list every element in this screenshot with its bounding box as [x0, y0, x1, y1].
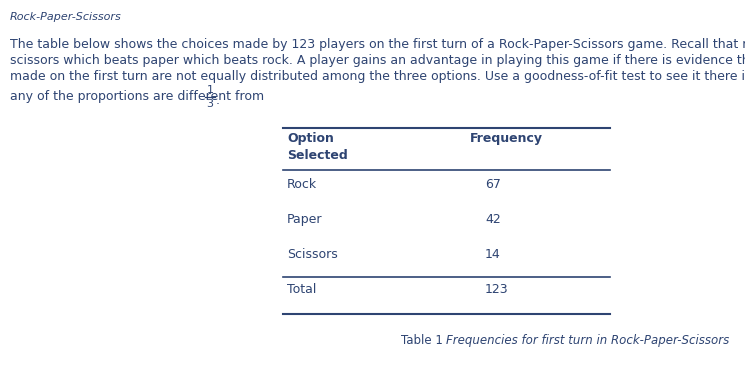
Text: Option
Selected: Option Selected	[287, 132, 348, 162]
Text: Total: Total	[287, 283, 317, 296]
Text: 123: 123	[485, 283, 509, 296]
Text: 67: 67	[485, 178, 501, 191]
Text: 14: 14	[485, 248, 501, 261]
Text: Frequency: Frequency	[470, 132, 543, 145]
Text: Frequencies for first turn in Rock-Paper-Scissors: Frequencies for first turn in Rock-Paper…	[446, 334, 730, 347]
Text: The table below shows the choices made by 123 players on the first turn of a Roc: The table below shows the choices made b…	[10, 38, 745, 51]
Text: Rock: Rock	[287, 178, 317, 191]
Text: 1: 1	[206, 85, 214, 95]
Text: Rock-Paper-Scissors: Rock-Paper-Scissors	[10, 12, 121, 22]
Text: .: .	[216, 94, 220, 107]
Text: Paper: Paper	[287, 213, 323, 226]
Text: any of the proportions are different from: any of the proportions are different fro…	[10, 90, 268, 103]
Text: 3: 3	[206, 99, 214, 109]
Text: scissors which beats paper which beats rock. A player gains an advantage in play: scissors which beats paper which beats r…	[10, 54, 745, 67]
Text: Scissors: Scissors	[287, 248, 337, 261]
Text: 42: 42	[485, 213, 501, 226]
Text: made on the first turn are not equally distributed among the three options. Use : made on the first turn are not equally d…	[10, 70, 745, 83]
Text: Table 1: Table 1	[401, 334, 446, 347]
